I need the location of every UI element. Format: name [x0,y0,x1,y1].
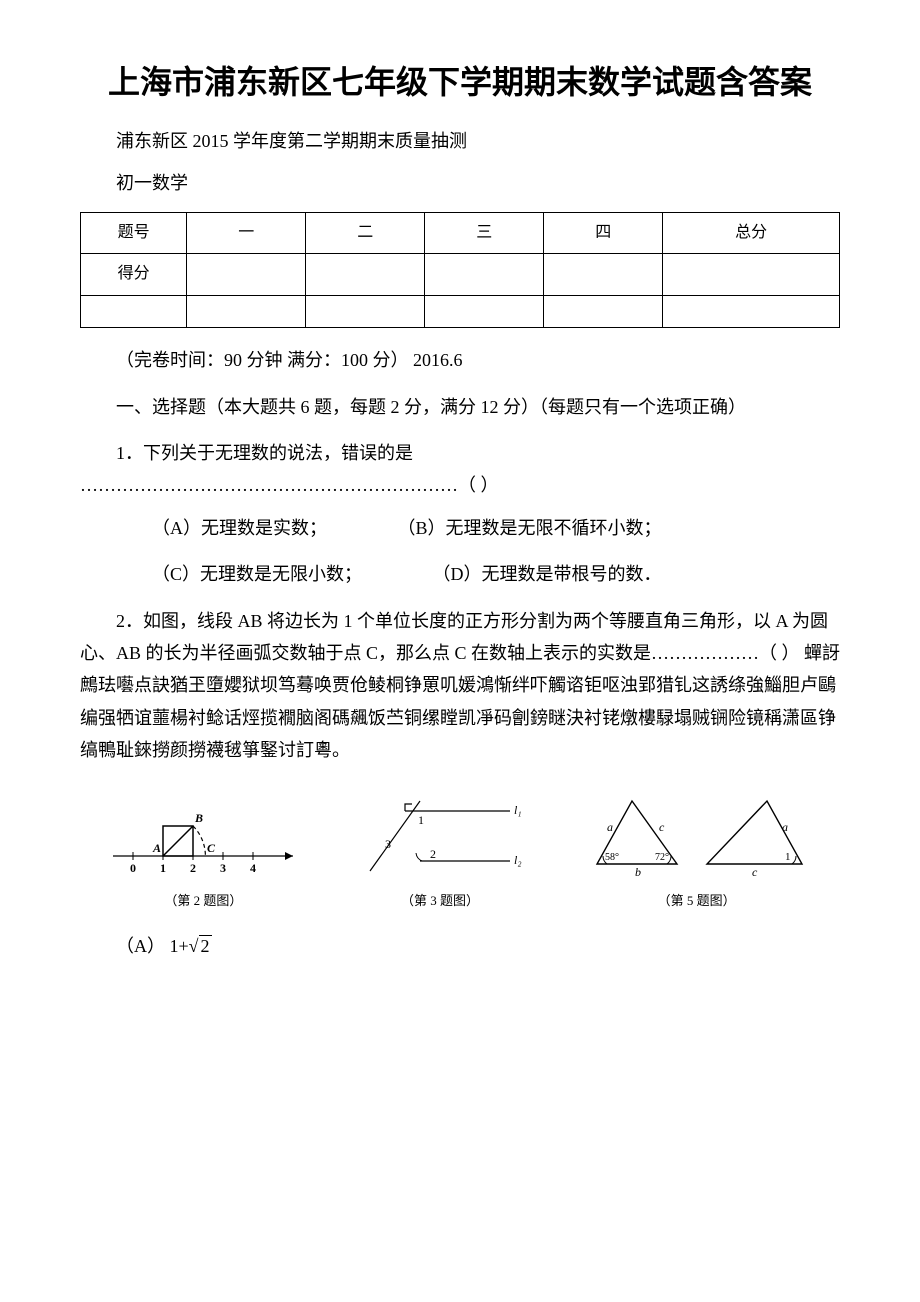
table-row: 得分 [81,254,840,296]
figure-q3-caption: （第 3 题图） [350,889,530,912]
label-l1: l₁ [514,803,522,817]
cell: 得分 [81,254,187,296]
label-C: C [207,841,216,855]
label-A: A [152,841,161,855]
tick-0: 0 [130,861,136,875]
subject-line: 初一数学 [80,167,840,199]
table-row [81,296,840,328]
q1-dots: ………………………………………………………（ ） [80,475,499,495]
q1-options-row2: （C）无理数是无限小数； （D）无理数是带根号的数． [80,558,840,590]
figure-q3: l₁ l₂ 1 2 3 （第 3 题图） [350,786,530,912]
q1-option-b: （B）无理数是无限不循环小数； [362,512,662,544]
score-table: 题号 一 二 三 四 总分 得分 [80,212,840,329]
tri1-ang58: 58° [605,852,619,863]
section-1-heading: 一、选择题（本大题共 6 题，每题 2 分，满分 12 分）（每题只有一个选项正… [80,391,840,423]
q1-option-a: （A）无理数是实数； [116,512,327,544]
header-cell: 二 [306,212,425,254]
cell [663,296,840,328]
header-cell: 四 [544,212,663,254]
figure-q2-svg: 0 1 2 3 4 A B C [103,786,303,876]
cell [544,254,663,296]
cell [663,254,840,296]
subtitle: 浦东新区 2015 学年度第二学期期末质量抽测 [80,125,840,157]
tick-2: 2 [190,861,196,875]
header-cell: 一 [187,212,306,254]
figure-row: 0 1 2 3 4 A B C （第 2 题图） l₁ l₂ [80,786,840,912]
angle-2: 2 [430,847,436,861]
q1-stem: 1．下列关于无理数的说法，错误的是 ………………………………………………………（… [80,437,840,502]
header-cell: 三 [425,212,544,254]
tri1-b: b [635,865,641,876]
label-l2: l₂ [514,853,522,867]
q1-options-row1: （A）无理数是实数； （B）无理数是无限不循环小数； [80,512,840,544]
cell [425,296,544,328]
q2-stem: 2．如图，线段 AB 将边长为 1 个单位长度的正方形分割为两个等腰直角三角形，… [80,605,840,767]
tick-3: 3 [220,861,226,875]
tick-4: 4 [250,861,256,875]
figure-q2: 0 1 2 3 4 A B C （第 2 题图） [103,786,303,912]
angle-3: 3 [385,837,391,851]
cell [306,254,425,296]
cell [187,254,306,296]
q1-stem-text: 1．下列关于无理数的说法，错误的是 [116,443,413,463]
exam-meta: （完卷时间：90 分钟 满分：100 分） 2016.6 [80,344,840,376]
q2-stem-text: 2．如图，线段 AB 将边长为 1 个单位长度的正方形分割为两个等腰直角三角形，… [80,611,828,663]
q1-option-d: （D）无理数是带根号的数． [397,558,662,590]
figure-q3-svg: l₁ l₂ 1 2 3 [350,786,530,876]
figure-q5-svg: a c b 58° 72° a c 1 [577,786,817,876]
tri2-c: c [752,865,758,876]
cell [544,296,663,328]
cell [81,296,187,328]
figure-q5: a c b 58° 72° a c 1 （第 5 题图） [577,786,817,912]
tri1-ang72: 72° [655,852,669,863]
tri1-c: c [659,820,665,834]
cell [187,296,306,328]
header-cell: 题号 [81,212,187,254]
q2-optA-label: （A） [116,936,165,956]
figure-q2-caption: （第 2 题图） [103,889,303,912]
tick-1: 1 [160,861,166,875]
cell [306,296,425,328]
table-row: 题号 一 二 三 四 总分 [81,212,840,254]
page-title: 上海市浦东新区七年级下学期期末数学试题含答案 [80,60,840,105]
q2-optA-value: 1+√2 [170,936,212,956]
header-cell: 总分 [663,212,840,254]
q2-option-a: （A） 1+√2 [80,930,840,962]
angle-1: 1 [418,813,424,827]
label-B: B [194,811,203,825]
tri2-a: a [782,820,788,834]
tri1-a: a [607,820,613,834]
figure-q5-caption: （第 5 题图） [577,889,817,912]
tri2-ang1: 1 [785,851,791,863]
q1-option-c: （C）无理数是无限小数； [116,558,362,590]
cell [425,254,544,296]
